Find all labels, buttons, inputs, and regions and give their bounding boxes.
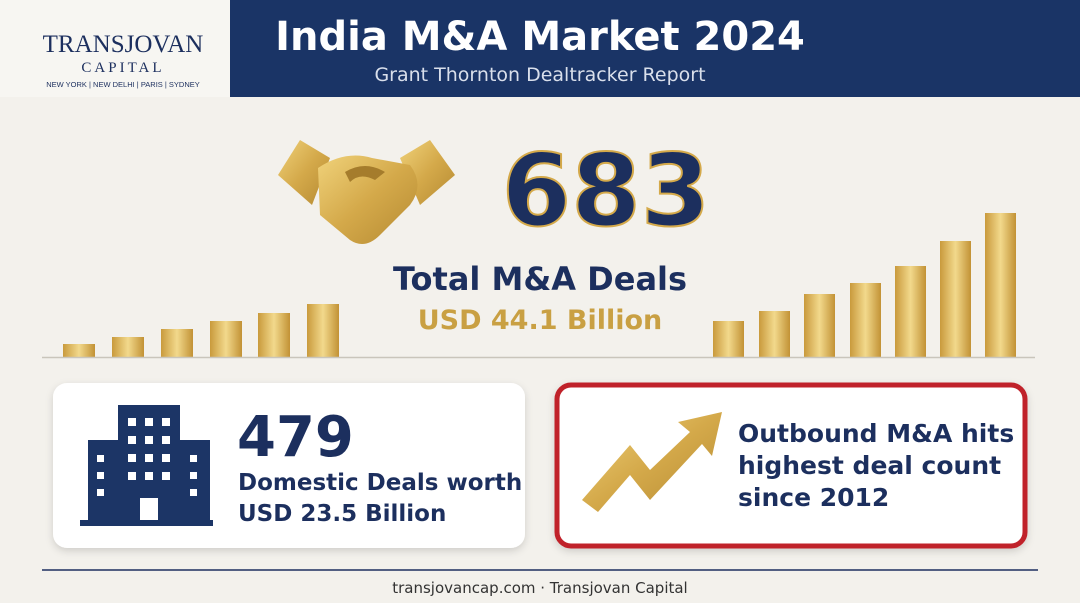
- logo-cities: NEW YORK | NEW DELHI | PARIS | SYDNEY: [46, 80, 200, 89]
- subtitle: Grant Thornton Dealtracker Report: [374, 64, 705, 86]
- outbound-card: [554, 382, 1028, 549]
- hero-label: Total M&A Deals: [393, 260, 687, 298]
- handshake-icon: [278, 140, 455, 244]
- logo-bg: [0, 0, 230, 97]
- logo-sub: CAPITAL: [81, 60, 164, 76]
- outbound-line: since 2012: [738, 483, 889, 512]
- outbound-line: Outbound M&A hits: [738, 419, 1014, 448]
- footer: transjovancap.com · Transjovan Capital: [392, 579, 687, 597]
- domestic-line: USD 23.5 Billion: [238, 501, 446, 527]
- title: India M&A Market 2024: [275, 14, 805, 60]
- logo-name: TRANSJOVAN: [43, 31, 204, 58]
- domestic-line: Domestic Deals worth: [238, 470, 522, 496]
- hero-number: 683: [502, 132, 711, 249]
- header-bar: [230, 0, 1080, 97]
- decor-bars: [63, 213, 1016, 357]
- domestic-number: 479: [237, 405, 354, 470]
- hero-value: USD 44.1 Billion: [418, 305, 663, 336]
- building-windows: [97, 418, 197, 520]
- arrow-icon: [582, 412, 722, 512]
- outbound-line: highest deal count: [738, 451, 1001, 480]
